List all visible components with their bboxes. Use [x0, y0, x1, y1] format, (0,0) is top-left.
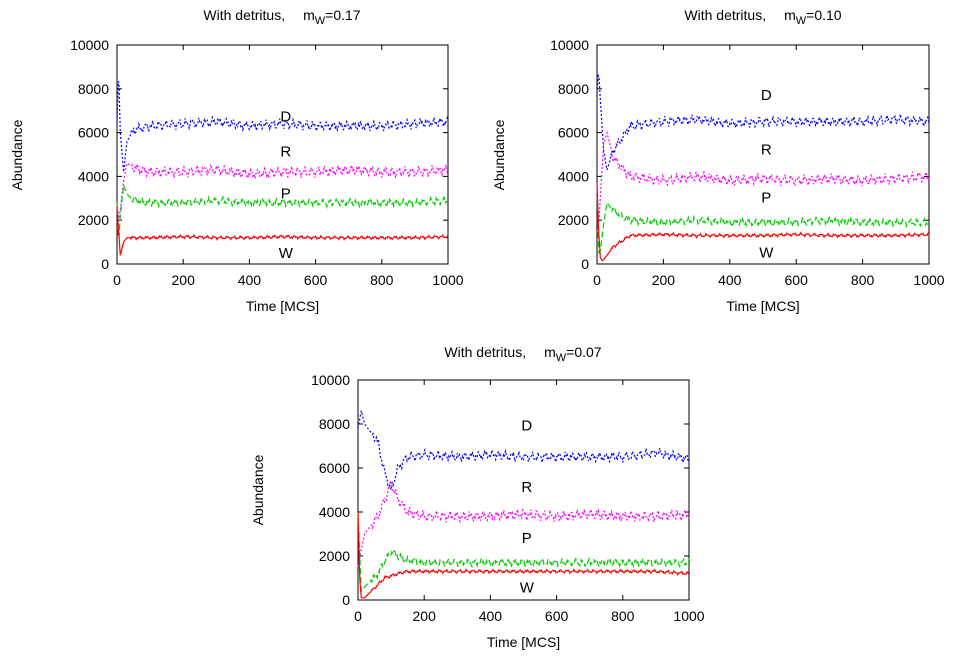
y-tick-label: 0	[342, 592, 350, 608]
series-label-P: P	[522, 530, 532, 547]
title-text: With detritus,	[684, 7, 766, 23]
title-param-value: =0.10	[806, 7, 842, 23]
title-param-value: =0.07	[566, 344, 602, 360]
plot-frame	[596, 44, 930, 265]
series-label-D: D	[521, 418, 532, 435]
title-text: With detritus,	[444, 344, 526, 360]
series-line-P	[357, 514, 690, 593]
x-tick-label: 200	[413, 608, 437, 624]
x-tick-label: 800	[370, 272, 394, 288]
y-axis-label: Abundance	[250, 454, 266, 525]
chart-2: With detritus, mW=0.100200040006000800010…	[491, 7, 945, 314]
plot-frame	[116, 44, 449, 265]
x-tick-label: 1000	[673, 608, 704, 624]
title-param-value: =0.17	[325, 7, 361, 23]
series-line-R	[116, 161, 449, 220]
x-tick-label: 0	[593, 272, 601, 288]
x-tick-label: 800	[851, 272, 875, 288]
series-label-R: R	[521, 479, 532, 496]
chart-3: With detritus, mW=0.070200040006000800010…	[250, 344, 705, 650]
series-line-D	[357, 410, 690, 490]
x-tick-label: 1000	[913, 272, 944, 288]
chart-1: With detritus, mW=0.170200040006000800010…	[9, 7, 464, 314]
y-tick-label: 8000	[558, 81, 589, 97]
series-label-P: P	[281, 185, 291, 202]
chart-title: With detritus, mW=0.10	[684, 7, 841, 27]
y-tick-label: 6000	[558, 125, 589, 141]
title-param-subscript: W	[315, 15, 326, 27]
x-tick-label: 200	[172, 272, 196, 288]
series-label-W: W	[520, 579, 535, 596]
series-label-D: D	[761, 87, 772, 104]
y-tick-label: 8000	[78, 81, 109, 97]
series-label-R: R	[761, 142, 772, 159]
series-line-R	[596, 130, 930, 220]
series-line-R	[357, 480, 690, 568]
y-tick-label: 4000	[558, 168, 589, 184]
y-tick-label: 8000	[319, 416, 350, 432]
title-text: With detritus,	[203, 7, 285, 23]
y-tick-label: 6000	[319, 460, 350, 476]
y-tick-label: 0	[101, 256, 109, 272]
x-tick-label: 0	[113, 272, 121, 288]
x-axis-label: Time [MCS]	[726, 298, 799, 314]
y-tick-label: 10000	[311, 372, 350, 388]
x-tick-label: 600	[545, 608, 569, 624]
title-param-symbol: m	[544, 344, 556, 360]
series-label-P: P	[761, 190, 771, 207]
chart-title: With detritus, mW=0.17	[203, 7, 360, 27]
x-tick-label: 600	[785, 272, 809, 288]
x-tick-label: 0	[354, 608, 362, 624]
y-tick-label: 4000	[78, 168, 109, 184]
series-line-W	[596, 182, 930, 262]
series-label-W: W	[759, 244, 774, 261]
y-tick-label: 10000	[70, 37, 109, 53]
title-param-subscript: W	[796, 15, 807, 27]
y-tick-label: 6000	[78, 125, 109, 141]
title-param-subscript: W	[556, 352, 567, 364]
series-line-W	[357, 511, 690, 599]
x-tick-label: 200	[652, 272, 676, 288]
series-line-P	[596, 187, 930, 255]
y-tick-label: 4000	[319, 504, 350, 520]
y-tick-label: 2000	[558, 212, 589, 228]
x-axis-label: Time [MCS]	[246, 298, 319, 314]
x-tick-label: 400	[238, 272, 262, 288]
y-tick-label: 2000	[319, 548, 350, 564]
x-tick-label: 400	[718, 272, 742, 288]
chart-title: With detritus, mW=0.07	[444, 344, 601, 364]
y-tick-label: 10000	[550, 37, 589, 53]
plot-frame	[357, 379, 690, 601]
title-param-symbol: m	[303, 7, 315, 23]
y-tick-label: 0	[581, 256, 589, 272]
y-axis-label: Abundance	[491, 119, 507, 190]
x-tick-label: 400	[479, 608, 503, 624]
series-label-D: D	[280, 109, 291, 126]
y-axis-label: Abundance	[9, 119, 25, 190]
series-line-P	[116, 184, 449, 239]
series-line-W	[116, 207, 449, 256]
series-label-W: W	[279, 245, 294, 262]
x-tick-label: 1000	[432, 272, 463, 288]
title-param-symbol: m	[784, 7, 796, 23]
x-tick-label: 800	[611, 608, 635, 624]
x-axis-label: Time [MCS]	[487, 634, 560, 650]
y-tick-label: 2000	[78, 212, 109, 228]
series-label-R: R	[280, 144, 291, 161]
series-line-D	[116, 81, 449, 173]
x-tick-label: 600	[304, 272, 328, 288]
